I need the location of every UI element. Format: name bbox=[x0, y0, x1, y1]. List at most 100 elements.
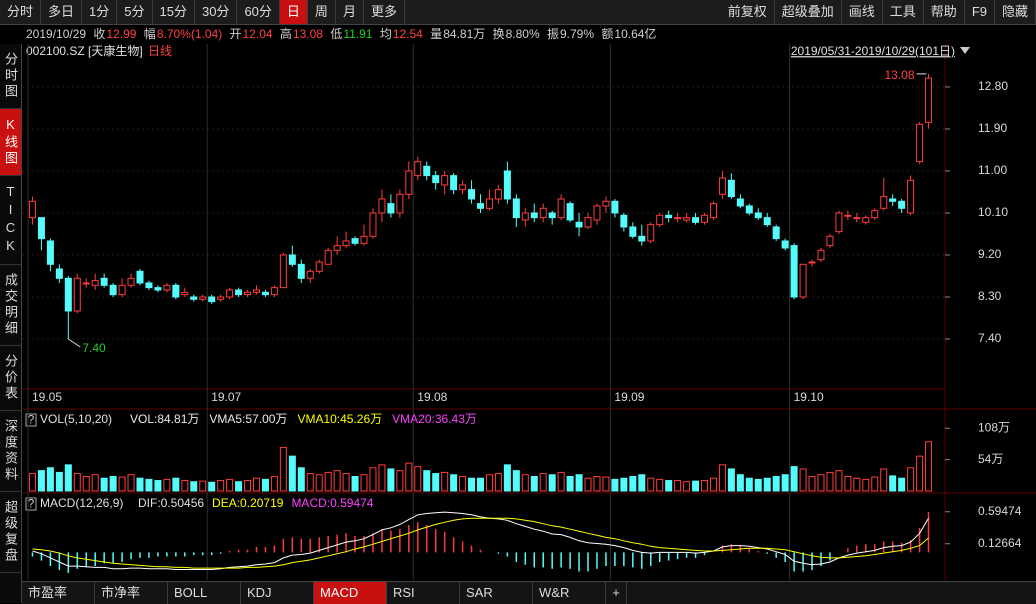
tool-button[interactable]: 月 bbox=[336, 0, 364, 24]
indicator-tab[interactable]: KDJ bbox=[241, 582, 314, 604]
indicator-tab[interactable]: SAR bbox=[460, 582, 533, 604]
volume-bar bbox=[611, 478, 619, 492]
volume-bar bbox=[925, 441, 933, 492]
candle-body bbox=[620, 214, 628, 228]
quote-label: 量 bbox=[430, 27, 443, 41]
volume-bar bbox=[548, 474, 556, 492]
candle-body bbox=[611, 200, 619, 214]
y-tick-label: 11.00 bbox=[978, 163, 1007, 177]
tool-button[interactable]: 画线 bbox=[842, 0, 883, 24]
volume-bar bbox=[512, 470, 520, 492]
side-tab[interactable]: 成交明细 bbox=[0, 265, 21, 346]
tool-button[interactable]: 多日 bbox=[41, 0, 83, 24]
tool-button[interactable]: 15分 bbox=[153, 0, 195, 24]
volume-bar bbox=[916, 455, 924, 492]
indicator-tab[interactable]: W&R bbox=[533, 582, 606, 604]
volume-bar bbox=[665, 480, 673, 492]
candle-body bbox=[593, 205, 601, 221]
candle-body bbox=[136, 270, 144, 284]
volume-bar bbox=[369, 467, 377, 492]
tool-button[interactable]: 工具 bbox=[883, 0, 924, 24]
volume-bar bbox=[557, 471, 565, 492]
candle-body bbox=[226, 289, 234, 298]
candle-body bbox=[423, 165, 431, 177]
indicator-tab[interactable]: RSI bbox=[387, 582, 460, 604]
tool-button[interactable]: F9 bbox=[965, 0, 995, 24]
volume-bar bbox=[136, 477, 144, 492]
candle-body bbox=[665, 214, 673, 219]
candle-body bbox=[217, 296, 225, 300]
tool-button[interactable]: 超级叠加 bbox=[775, 0, 842, 24]
candle-body bbox=[55, 268, 63, 279]
candle-body bbox=[414, 161, 422, 177]
tool-button[interactable]: 周 bbox=[308, 0, 336, 24]
volume-bar bbox=[378, 464, 386, 492]
indicator-tab[interactable]: BOLL bbox=[168, 582, 241, 604]
candle-body bbox=[925, 77, 933, 123]
indicator-tab[interactable]: 市盈率 bbox=[22, 582, 95, 604]
volume-bar bbox=[808, 475, 816, 492]
y-tick-label: 11.90 bbox=[978, 121, 1007, 135]
tool-button[interactable]: 帮助 bbox=[924, 0, 965, 24]
volume-bar bbox=[772, 475, 780, 492]
tool-button[interactable]: 5分 bbox=[117, 0, 153, 24]
help-box[interactable] bbox=[25, 497, 37, 511]
y-tick-label: 0.12664 bbox=[978, 536, 1022, 550]
side-tab[interactable]: 超级复盘 bbox=[0, 492, 21, 573]
help-icon[interactable]: ? bbox=[28, 413, 35, 427]
candle-body bbox=[629, 226, 637, 237]
volume-bar bbox=[620, 477, 628, 492]
dropdown-icon[interactable] bbox=[960, 47, 970, 54]
volume-bar bbox=[270, 475, 278, 492]
candle-body bbox=[91, 280, 99, 286]
tool-button[interactable]: 隐藏 bbox=[995, 0, 1036, 24]
tool-button[interactable]: 日 bbox=[279, 0, 308, 24]
side-tab[interactable]: 分时图 bbox=[0, 44, 21, 109]
tool-button[interactable]: 1分 bbox=[82, 0, 118, 24]
candle-body bbox=[692, 217, 700, 223]
tool-button[interactable]: 分时 bbox=[0, 0, 42, 24]
volume-bar bbox=[727, 468, 735, 492]
side-tab[interactable]: 分价表 bbox=[0, 346, 21, 411]
side-tab[interactable]: 深度资料 bbox=[0, 411, 21, 492]
legend-item: VMA5:57.00万 bbox=[209, 412, 287, 426]
x-tick-label: 19.07 bbox=[211, 390, 241, 404]
candle-body bbox=[118, 284, 126, 296]
help-box[interactable] bbox=[25, 413, 37, 427]
panel-title: VOL(5,10,20) bbox=[40, 412, 112, 426]
add-tab[interactable]: + bbox=[606, 582, 627, 604]
volume-bar bbox=[835, 470, 843, 492]
tool-button[interactable]: 30分 bbox=[195, 0, 238, 24]
volume-bar bbox=[817, 474, 825, 492]
tool-button[interactable]: 更多 bbox=[364, 0, 405, 24]
tool-button[interactable]: 前复权 bbox=[721, 0, 775, 24]
indicator-tab[interactable]: 市净率 bbox=[95, 582, 168, 604]
indicator-tabs: 市盈率 市净率 BOLL KDJ MACD RSI SAR W&R + bbox=[22, 581, 1036, 604]
volume-bar bbox=[91, 474, 99, 492]
volume-bar bbox=[907, 467, 915, 492]
candle-body bbox=[880, 196, 888, 209]
tool-button[interactable]: 60分 bbox=[237, 0, 280, 24]
volume-bar bbox=[889, 475, 897, 492]
volume-bar bbox=[602, 476, 610, 492]
candle-body bbox=[799, 263, 807, 298]
candle-body bbox=[351, 238, 359, 244]
candle-body bbox=[548, 212, 556, 219]
legend-item: DEA:0.20719 bbox=[212, 496, 284, 510]
volume-bar bbox=[145, 478, 153, 492]
volume-bar bbox=[100, 477, 108, 492]
candle-body bbox=[835, 212, 843, 233]
volume-bar bbox=[647, 477, 655, 492]
candle-body bbox=[387, 203, 395, 214]
side-tab[interactable]: TICK bbox=[0, 176, 21, 265]
volume-bar bbox=[190, 481, 198, 492]
side-tab[interactable]: K线图 bbox=[0, 109, 21, 176]
candle-body bbox=[539, 207, 547, 219]
volume-bar bbox=[297, 467, 305, 492]
indicator-tab[interactable]: MACD bbox=[314, 582, 387, 604]
candle-body bbox=[790, 245, 798, 298]
candle-body bbox=[898, 200, 906, 209]
candle-body bbox=[378, 198, 386, 214]
help-icon[interactable]: ? bbox=[28, 497, 35, 511]
